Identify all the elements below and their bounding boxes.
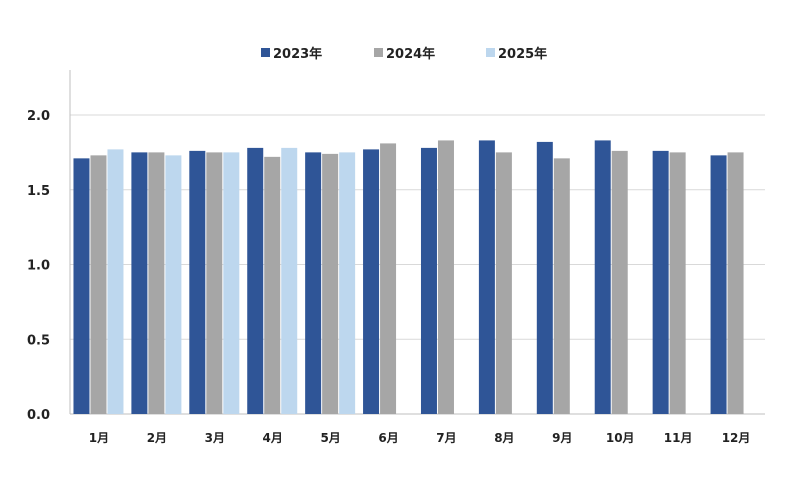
bar-2024年-6月 (380, 143, 397, 414)
legend-swatch (486, 48, 495, 57)
legend-swatch (261, 48, 270, 57)
bar-2025年-5月 (339, 152, 356, 414)
legend: 2023年 2024年 2025年 (261, 46, 547, 62)
x-tick-label: 5月 (320, 431, 340, 445)
y-tick-label: 2.0 (27, 109, 50, 124)
x-tick-label: 1月 (89, 431, 109, 445)
bar-2024年-8月 (495, 152, 512, 414)
bar-2025年-2月 (165, 155, 182, 415)
bar-2024年-5月 (322, 153, 339, 414)
x-tick-label: 12月 (722, 431, 751, 445)
x-tick-label: 2月 (147, 431, 167, 445)
bar-2025年-4月 (281, 147, 298, 414)
x-tick-label: 10月 (606, 431, 635, 445)
x-tick-label: 8月 (494, 431, 514, 445)
bar-2023年-12月 (710, 155, 727, 415)
gridlines (69, 70, 765, 415)
legend-label: 2025年 (498, 46, 547, 62)
x-tick-label: 6月 (378, 431, 398, 445)
x-tick-label: 11月 (664, 431, 693, 445)
bar-2023年-1月 (73, 158, 90, 414)
y-tick-label: 1.5 (27, 184, 50, 199)
x-axis-ticks: 1月 2月 3月 4月 5月 6月 7月 8月 9月 10月 11月 12月 (89, 431, 751, 445)
bar-2023年-9月 (536, 141, 553, 414)
legend-swatch (374, 48, 383, 57)
bar-2025年-3月 (223, 152, 240, 414)
y-tick-label: 1.0 (27, 259, 50, 274)
x-tick-label: 3月 (205, 431, 225, 445)
y-tick-label: 0.0 (27, 408, 50, 423)
bar-2023年-11月 (652, 150, 669, 414)
legend-label: 2024年 (386, 46, 435, 62)
bar-2023年-3月 (189, 150, 206, 414)
bar-2023年-6月 (363, 149, 380, 414)
bar-2023年-10月 (594, 140, 611, 415)
bar-2023年-5月 (305, 152, 322, 414)
bar-2023年-7月 (420, 147, 437, 414)
bar-2024年-2月 (148, 152, 165, 414)
bar-2023年-4月 (247, 147, 264, 414)
x-tick-label: 4月 (263, 431, 283, 445)
x-tick-label: 7月 (436, 431, 456, 445)
bar-2025年-1月 (107, 149, 124, 414)
legend-label: 2023年 (273, 46, 322, 62)
bar-2024年-1月 (90, 155, 107, 415)
bar-2023年-8月 (478, 140, 495, 415)
bar-2024年-4月 (264, 156, 281, 415)
x-tick-label: 9月 (552, 431, 572, 445)
bar-2024年-7月 (437, 140, 454, 415)
bar-2024年-3月 (206, 152, 223, 414)
y-axis-ticks: 0.0 0.5 1.0 1.5 2.0 (27, 109, 50, 423)
y-tick-label: 0.5 (27, 333, 50, 348)
bar-2024年-9月 (553, 158, 570, 414)
bar-2023年-2月 (131, 152, 148, 414)
bars (73, 140, 744, 415)
bar-2024年-10月 (611, 150, 628, 414)
bar-2024年-12月 (727, 152, 744, 414)
bar-2024年-11月 (669, 152, 686, 414)
